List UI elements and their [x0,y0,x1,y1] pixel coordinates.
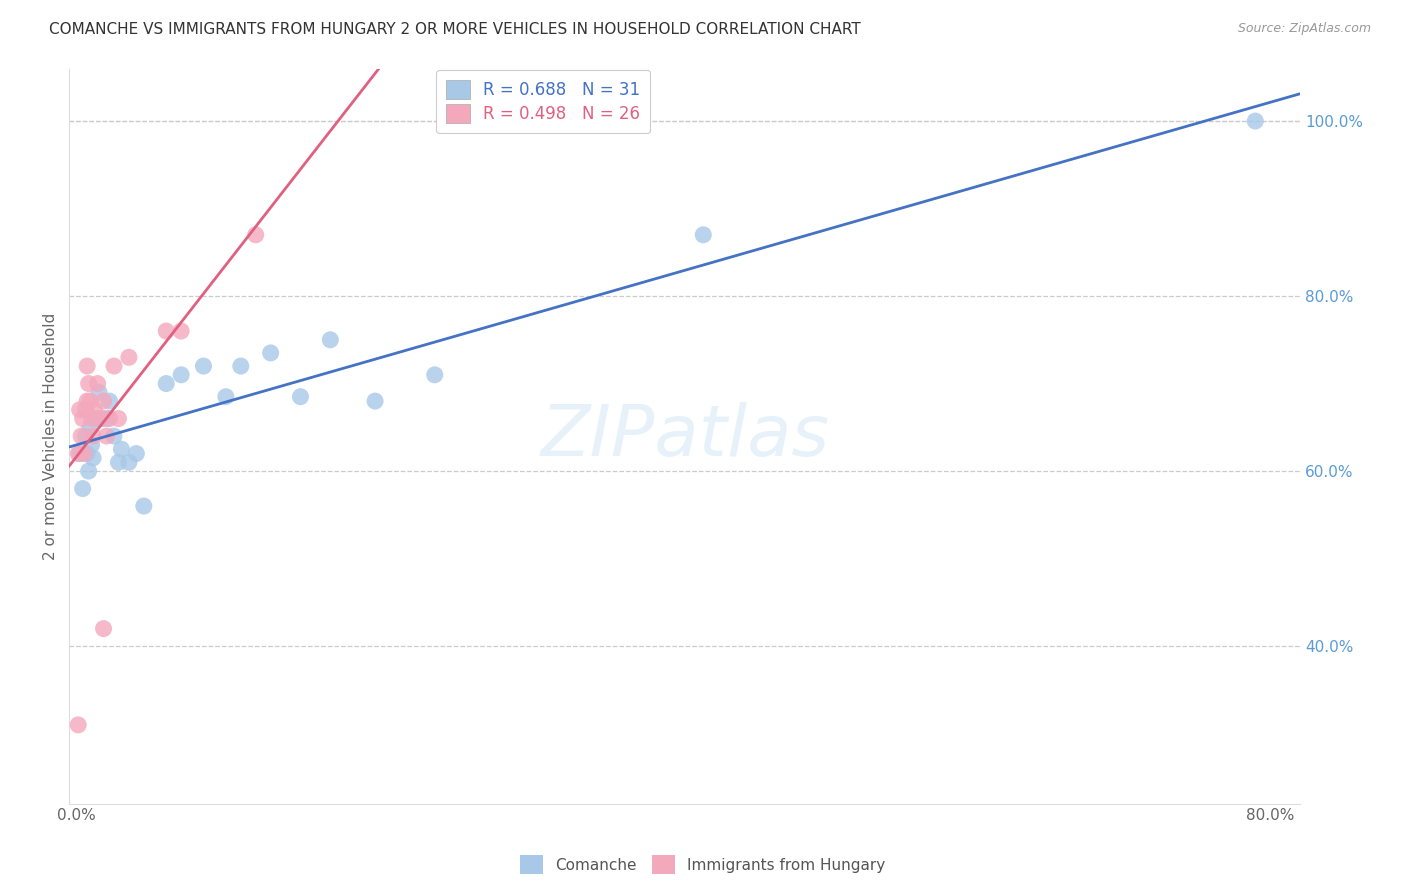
Legend: Comanche, Immigrants from Hungary: Comanche, Immigrants from Hungary [515,849,891,880]
Point [91,411,114,425]
Point [84,411,107,425]
Point [87,385,110,400]
Point [82,450,104,465]
Point [76,394,98,409]
Point [96,411,118,425]
Point [96,429,118,443]
Point [132,499,155,513]
Point [79,394,101,409]
Point [73,446,96,460]
Point [170,368,193,382]
Point [70,429,93,443]
Point [319,333,342,347]
Point [155,324,177,338]
Point [98,394,121,409]
Point [107,455,129,469]
Point [69,402,91,417]
Text: COMANCHE VS IMMIGRANTS FROM HUNGARY 2 OR MORE VEHICLES IN HOUSEHOLD CORRELATION : COMANCHE VS IMMIGRANTS FROM HUNGARY 2 OR… [49,22,860,37]
Point [77,376,100,391]
Point [93,622,115,636]
Point [259,346,281,360]
Text: Source: ZipAtlas.com: Source: ZipAtlas.com [1237,22,1371,36]
Point [110,442,132,457]
Point [118,351,141,365]
Point [1244,114,1267,128]
Point [93,394,115,409]
Point [423,368,446,382]
Point [107,411,129,425]
Y-axis label: 2 or more Vehicles in Household: 2 or more Vehicles in Household [44,312,58,559]
Point [90,411,112,425]
Point [118,455,141,469]
Point [72,482,94,496]
Point [692,227,714,242]
Point [79,420,101,434]
Text: ZIPatlas: ZIPatlas [540,401,830,471]
Point [98,411,121,425]
Point [193,359,215,373]
Point [290,390,312,404]
Point [82,429,104,443]
Legend: R = 0.688   N = 31, R = 0.498   N = 26: R = 0.688 N = 31, R = 0.498 N = 26 [436,70,650,133]
Point [170,324,193,338]
Point [229,359,252,373]
Point [125,446,148,460]
Point [69,446,91,460]
Point [77,464,100,478]
Point [364,394,387,409]
Point [76,446,98,460]
Point [76,359,98,373]
Point [86,376,108,391]
Point [75,429,97,443]
Point [83,402,105,417]
Point [75,402,97,417]
Point [80,411,103,425]
Point [215,390,238,404]
Point [103,359,125,373]
Point [155,376,177,391]
Point [67,446,90,460]
Point [67,718,90,732]
Point [72,411,94,425]
Point [80,438,103,452]
Point [245,227,267,242]
Point [103,429,125,443]
